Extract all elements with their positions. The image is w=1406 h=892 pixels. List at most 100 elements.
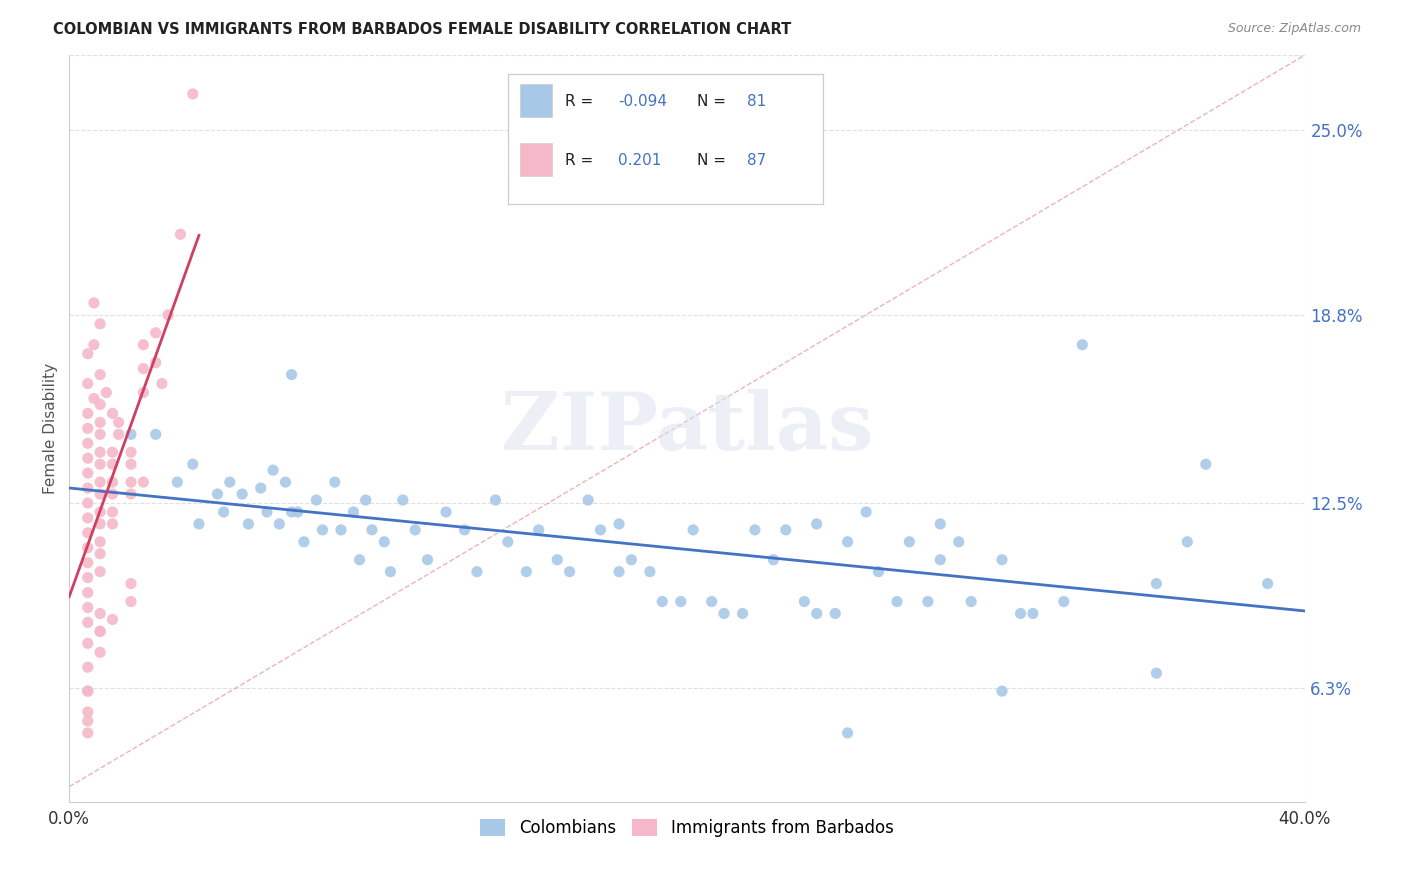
Point <box>274 475 297 489</box>
Point <box>76 684 98 698</box>
Point <box>89 457 111 471</box>
Point <box>929 552 952 566</box>
Point <box>262 463 284 477</box>
Point <box>89 534 111 549</box>
Point <box>249 481 271 495</box>
Point <box>76 525 98 540</box>
Point <box>305 493 328 508</box>
Point <box>76 466 98 480</box>
Point <box>181 457 204 471</box>
Point <box>212 505 235 519</box>
Point <box>638 565 661 579</box>
Point <box>89 607 111 621</box>
Point <box>744 523 766 537</box>
Point <box>775 523 797 537</box>
Point <box>546 552 568 566</box>
Text: ZIPatlas: ZIPatlas <box>501 389 873 467</box>
Point <box>1257 576 1279 591</box>
Point <box>89 516 111 531</box>
Point <box>145 356 167 370</box>
Point <box>416 552 439 566</box>
Point <box>349 552 371 566</box>
Point <box>76 556 98 570</box>
Point <box>76 660 98 674</box>
Point <box>150 376 173 391</box>
Point <box>527 523 550 537</box>
Point <box>89 427 111 442</box>
Point <box>89 547 111 561</box>
Point <box>76 636 98 650</box>
Point <box>700 594 723 608</box>
Point <box>837 726 859 740</box>
Point <box>391 493 413 508</box>
Point <box>89 445 111 459</box>
Point <box>1010 607 1032 621</box>
Point <box>868 565 890 579</box>
Point <box>120 594 142 608</box>
Point <box>101 406 124 420</box>
Point <box>120 576 142 591</box>
Point <box>496 534 519 549</box>
Point <box>120 457 142 471</box>
Point <box>101 505 124 519</box>
Point <box>107 416 129 430</box>
Point <box>76 436 98 450</box>
Point <box>991 684 1014 698</box>
Point <box>145 427 167 442</box>
Point <box>1071 337 1094 351</box>
Point <box>101 457 124 471</box>
Point <box>287 505 309 519</box>
Point <box>898 534 921 549</box>
Point <box>76 406 98 420</box>
Point <box>132 475 155 489</box>
Point <box>280 505 302 519</box>
Point <box>132 385 155 400</box>
Point <box>101 445 124 459</box>
Point <box>96 385 118 400</box>
Point <box>157 308 180 322</box>
Point <box>1146 576 1168 591</box>
Point <box>342 505 364 519</box>
Point <box>323 475 346 489</box>
Point <box>188 516 211 531</box>
Point <box>855 505 877 519</box>
Point <box>837 534 859 549</box>
Point <box>76 421 98 435</box>
Point <box>207 487 229 501</box>
Point <box>269 516 291 531</box>
Point <box>181 87 204 101</box>
Point <box>453 523 475 537</box>
Point <box>762 552 785 566</box>
Point <box>948 534 970 549</box>
Point <box>824 607 846 621</box>
Point <box>145 326 167 340</box>
Point <box>76 600 98 615</box>
Point <box>607 516 630 531</box>
Point <box>89 505 111 519</box>
Point <box>166 475 188 489</box>
Point <box>1146 666 1168 681</box>
Point <box>1195 457 1218 471</box>
Point <box>256 505 278 519</box>
Point <box>76 347 98 361</box>
Point <box>292 534 315 549</box>
Point <box>231 487 253 501</box>
Point <box>120 475 142 489</box>
Point <box>929 516 952 531</box>
Point <box>120 445 142 459</box>
Point <box>465 565 488 579</box>
Point <box>76 705 98 719</box>
Point <box>76 511 98 525</box>
Point <box>76 726 98 740</box>
Point <box>120 427 142 442</box>
Point <box>89 624 111 639</box>
Point <box>806 607 828 621</box>
Point <box>515 565 537 579</box>
Point <box>991 552 1014 566</box>
Point <box>101 487 124 501</box>
Point <box>120 487 142 501</box>
Point <box>484 493 506 508</box>
Point <box>361 523 384 537</box>
Point <box>83 296 105 310</box>
Point <box>434 505 457 519</box>
